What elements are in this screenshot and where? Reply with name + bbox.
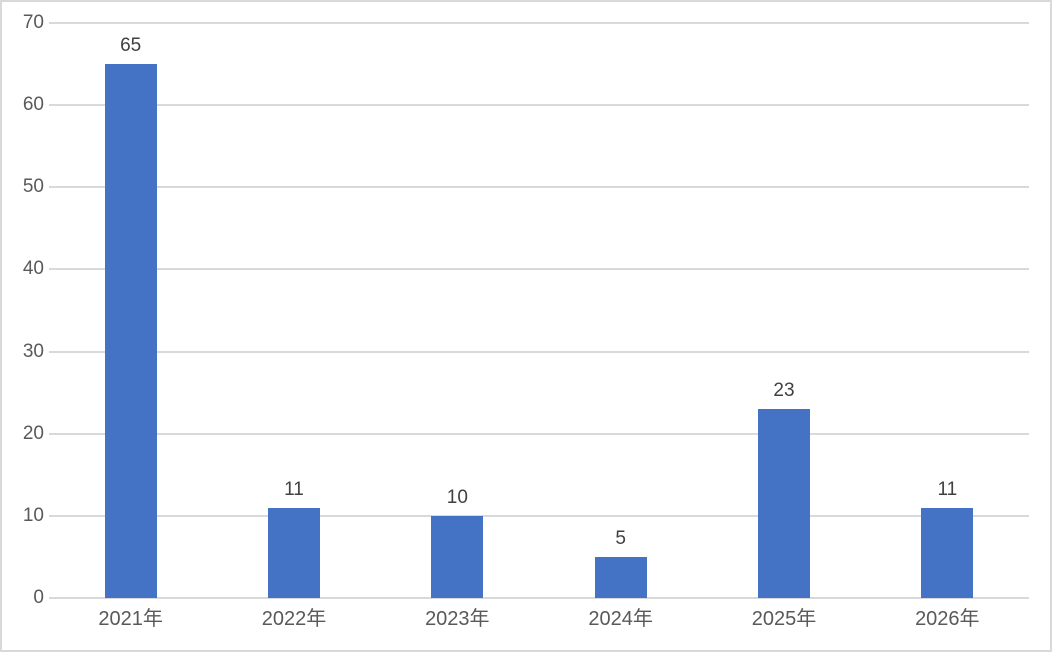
y-tick-label: 10 [22,504,44,526]
gridline [49,104,1029,107]
y-tick-label: 20 [22,422,44,444]
gridline [49,22,1029,24]
bar-2023年 [431,515,484,598]
bar-value-label: 11 [937,478,958,500]
bar-value-label: 23 [773,380,795,402]
x-category-label: 2024年 [588,608,653,630]
bar-2025年 [758,409,810,598]
x-category-label: 2021年 [98,608,163,630]
y-tick-label: 60 [22,94,44,116]
y-tick-label: 70 [22,12,44,33]
bar-2021年 [104,64,157,598]
bar-2022年 [268,507,320,598]
gridline [49,597,1029,599]
x-category-label: 2022年 [261,608,327,630]
x-category-label: 2023年 [425,608,490,630]
bar-2024年 [594,556,647,598]
plot-area: 65 11 10 5 23 11 [49,22,1029,599]
gridline [49,268,1029,271]
bar-value-label: 65 [120,35,142,57]
y-tick-label: 0 [33,587,44,608]
x-category-label: 2025年 [751,608,817,630]
y-tick-label: 30 [22,340,44,362]
bar-value-label: 10 [446,486,468,508]
bar-value-label: 5 [615,527,626,549]
y-tick-label: 40 [22,258,44,280]
x-category-label: 2026年 [915,608,980,630]
bar-2026年 [921,507,974,598]
gridline [49,514,1029,517]
gridline [49,432,1029,435]
y-tick-label: 50 [22,176,44,198]
gridline [49,186,1029,189]
bar-value-label: 11 [284,478,304,500]
gridline [49,350,1029,353]
